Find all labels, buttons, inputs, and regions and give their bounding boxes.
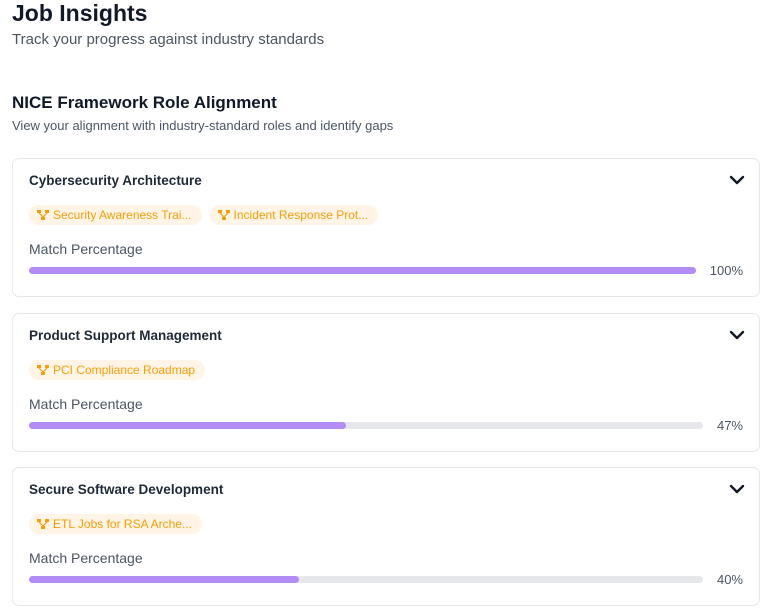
tag-label: PCI Compliance Roadmap bbox=[53, 363, 196, 377]
page-title: Job Insights bbox=[12, 0, 148, 26]
match-label: Match Percentage bbox=[29, 550, 143, 566]
section-title: NICE Framework Role Alignment bbox=[12, 93, 277, 112]
match-progress-fill bbox=[29, 267, 696, 274]
page-subtitle: Track your progress against industry sta… bbox=[12, 31, 325, 48]
chevron-down-icon[interactable] bbox=[729, 328, 745, 342]
section-subtitle: View your alignment with industry-standa… bbox=[12, 118, 394, 133]
match-progress-fill bbox=[29, 422, 346, 429]
match-percent: 40% bbox=[716, 572, 743, 587]
role-title: Cybersecurity Architecture bbox=[29, 173, 202, 188]
match-progress-fill bbox=[29, 576, 299, 583]
match-percent: 47% bbox=[716, 418, 743, 433]
project-tag[interactable]: PCI Compliance Roadmap bbox=[29, 360, 206, 380]
project-tag[interactable]: ETL Jobs for RSA Arche... bbox=[29, 514, 202, 534]
tag-label: Incident Response Prot... bbox=[233, 208, 369, 222]
role-card[interactable]: Product Support Management PCI Complianc… bbox=[12, 313, 760, 452]
tag-list: ETL Jobs for RSA Arche... bbox=[29, 514, 202, 534]
match-progress-bar bbox=[29, 576, 703, 583]
role-title: Secure Software Development bbox=[29, 482, 224, 497]
role-card[interactable]: Secure Software Development ETL Jobs for… bbox=[12, 467, 760, 606]
tag-list: PCI Compliance Roadmap bbox=[29, 360, 206, 380]
match-percent: 100% bbox=[709, 263, 743, 278]
chevron-down-icon[interactable] bbox=[729, 173, 745, 187]
match-label: Match Percentage bbox=[29, 241, 143, 257]
role-card[interactable]: Cybersecurity Architecture Security Awar… bbox=[12, 158, 760, 297]
match-progress-bar bbox=[29, 422, 703, 429]
network-icon bbox=[37, 365, 49, 375]
chevron-down-icon[interactable] bbox=[729, 482, 745, 496]
tag-label: ETL Jobs for RSA Arche... bbox=[53, 517, 192, 531]
project-tag[interactable]: Incident Response Prot... bbox=[209, 205, 379, 225]
tag-list: Security Awareness Trai... Incident Resp… bbox=[29, 205, 379, 225]
network-icon bbox=[37, 210, 49, 220]
network-icon bbox=[217, 210, 230, 220]
tag-label: Security Awareness Trai... bbox=[53, 208, 192, 222]
match-progress-bar bbox=[29, 267, 696, 274]
network-icon bbox=[37, 519, 49, 529]
match-label: Match Percentage bbox=[29, 396, 143, 412]
project-tag[interactable]: Security Awareness Trai... bbox=[29, 205, 202, 225]
role-title: Product Support Management bbox=[29, 328, 222, 343]
